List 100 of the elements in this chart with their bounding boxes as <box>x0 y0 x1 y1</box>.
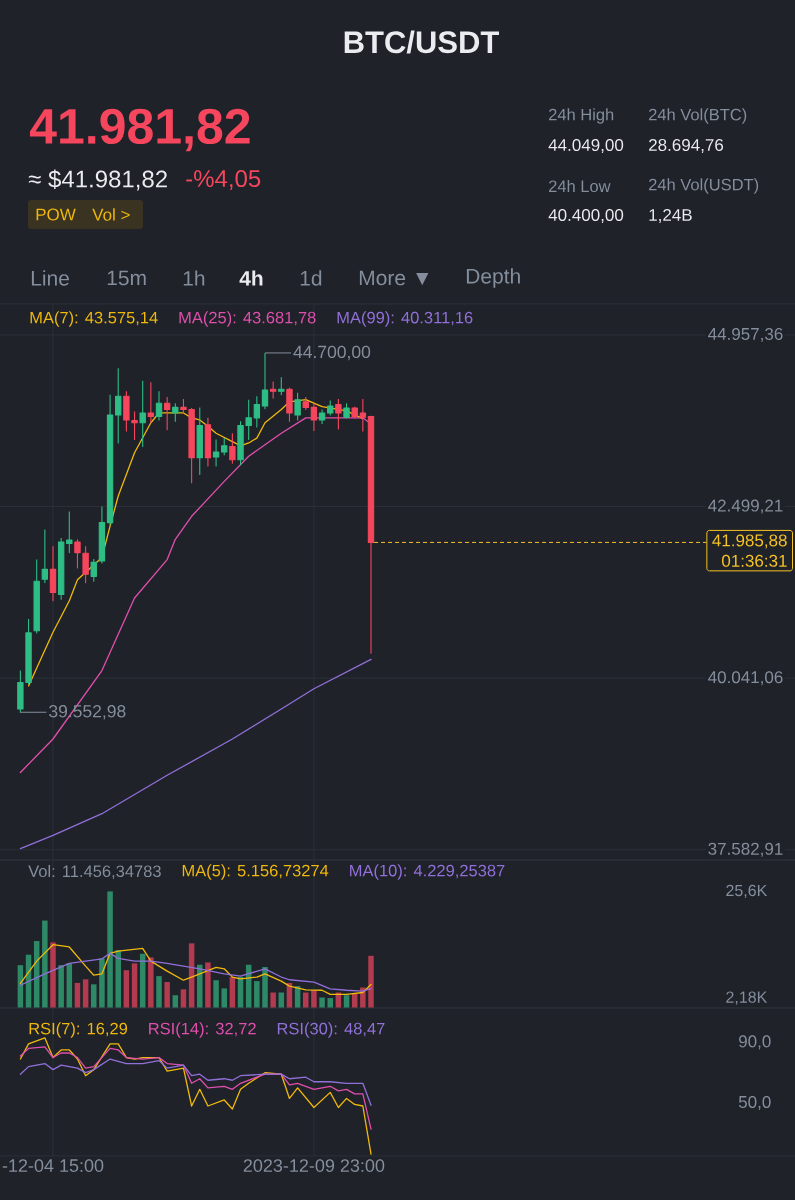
candlestick <box>269 381 277 399</box>
text: 41.981,82 <box>29 108 250 152</box>
text: RSI(30): 48,47 <box>277 1022 385 1038</box>
text: MA(25): 43.681,78 <box>179 311 316 327</box>
bar <box>91 984 97 1008</box>
y-tick-label: 40.041,06 <box>708 671 783 686</box>
bar <box>368 955 374 1008</box>
text: 24h Low <box>549 179 611 193</box>
y-tick-label: 44.957,36 <box>708 327 783 342</box>
x-tick-label: -12-04 15:00 <box>2 1159 104 1172</box>
bar <box>164 982 170 1008</box>
bar <box>270 992 276 1008</box>
candlestick <box>294 392 301 421</box>
candlestick <box>302 396 309 411</box>
text: MA(10): 4.229,25387 <box>350 864 505 880</box>
text: ≈ $41.981,82 <box>28 169 167 191</box>
candlestick <box>115 367 122 444</box>
candlestick <box>204 417 212 467</box>
bar <box>221 988 227 1008</box>
y-tick-label: 37.582,91 <box>708 842 783 857</box>
candlestick <box>82 545 89 584</box>
candlestick <box>147 381 155 424</box>
text: MA(5): 5.156,73274 <box>182 864 329 880</box>
bar <box>107 891 113 1008</box>
series-label: RSI(7): 16,29 <box>29 1022 128 1038</box>
text: 1,24B <box>649 208 692 224</box>
text: 24h High <box>549 108 614 124</box>
bar <box>319 997 325 1008</box>
candlestick <box>123 390 130 432</box>
text: 24h Vol(USDT) <box>649 178 759 194</box>
candlestick <box>310 402 318 431</box>
bar <box>311 990 317 1008</box>
candlestick <box>139 380 146 448</box>
text: POW <box>36 208 76 221</box>
candlestick <box>286 387 293 422</box>
annotation: 44.700,00 <box>293 345 371 361</box>
candlestick <box>278 376 285 396</box>
candlestick <box>49 545 57 602</box>
y-tick-label: 2,18K <box>726 991 768 1005</box>
line-series <box>19 1046 372 1130</box>
bar <box>156 976 162 1008</box>
candlestick <box>351 406 358 419</box>
candlestick <box>221 437 228 456</box>
text: MA(7): 43.575,14 <box>30 311 158 327</box>
bar <box>213 980 219 1008</box>
candlestick <box>229 432 236 464</box>
candlestick <box>261 352 269 410</box>
bar <box>197 964 203 1008</box>
y-tick-label: 42.499,21 <box>708 499 783 514</box>
bar <box>327 998 333 1008</box>
candlestick <box>57 537 65 600</box>
y-tick-label: 50,0 <box>738 1095 771 1110</box>
text: 15m <box>107 270 146 286</box>
candlestick <box>163 396 171 431</box>
annotation: Vol: 11.456,34783 <box>28 864 161 880</box>
candlestick <box>327 399 334 416</box>
bar <box>58 965 64 1008</box>
text: 28.694,76 <box>649 138 724 154</box>
candlestick <box>172 402 179 422</box>
candlestick <box>74 538 81 569</box>
bar <box>50 942 56 1008</box>
candlestick <box>155 390 163 421</box>
candlestick <box>98 505 106 564</box>
x-tick-label: 2023-12-09 23:00 <box>243 1159 385 1172</box>
line-series <box>19 1058 372 1106</box>
bar <box>262 967 268 1008</box>
candlestick <box>33 559 40 634</box>
bar <box>254 981 260 1008</box>
candlestick <box>359 398 367 432</box>
text: Line <box>31 270 69 286</box>
text: 44.049,00 <box>548 138 624 154</box>
candlestick <box>196 406 203 475</box>
candlestick <box>131 411 138 441</box>
candlestick <box>335 398 342 430</box>
bar <box>115 950 121 1008</box>
candlestick <box>212 438 220 467</box>
candlestick <box>318 408 326 424</box>
text: 24h Vol(BTC) <box>649 108 747 124</box>
text: 40.400,00 <box>548 208 624 224</box>
bar <box>205 962 211 1008</box>
text: -%4,05 <box>186 170 261 190</box>
candlestick <box>367 415 375 654</box>
text: More ▼ <box>359 270 429 286</box>
text: BTC/USDT <box>344 30 500 54</box>
candlestick <box>343 402 350 419</box>
line-series <box>19 1037 372 1155</box>
bar <box>303 992 309 1008</box>
candlestick <box>41 529 49 584</box>
bar <box>99 958 105 1008</box>
y-tick-label: 25,6K <box>726 884 768 899</box>
text: MA(99): 40.311,16 <box>337 311 473 327</box>
line-series <box>19 944 372 995</box>
series-label: RSI(14): 32,72 <box>149 1022 256 1038</box>
line-series <box>19 658 372 850</box>
bar <box>42 920 48 1008</box>
candlestick <box>90 558 97 582</box>
text: 1h <box>183 270 205 286</box>
y-tick-label: 90,0 <box>739 1035 771 1050</box>
text: Depth <box>466 268 520 288</box>
text: 1d <box>300 270 322 286</box>
